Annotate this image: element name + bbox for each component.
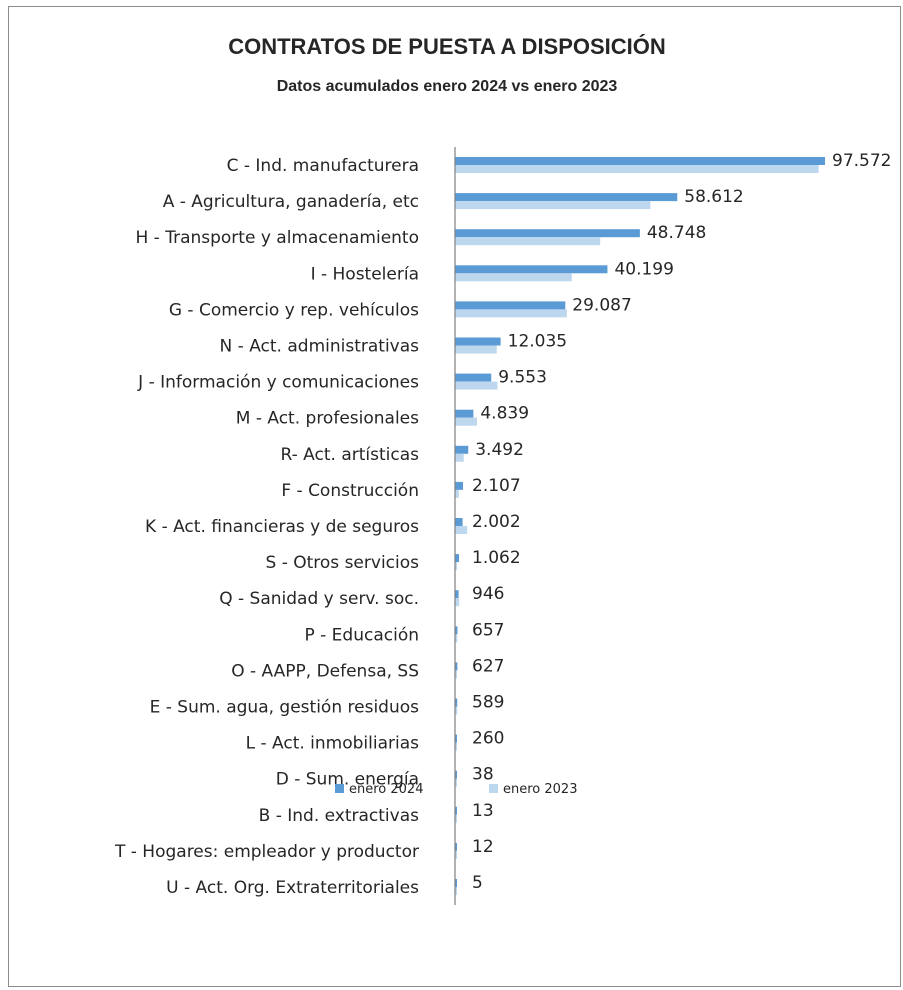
category-label: E - Sum. agua, gestión residuos xyxy=(150,698,420,718)
bar-enero-2023 xyxy=(455,273,572,282)
category-label: M - Act. profesionales xyxy=(236,409,419,429)
category-label: S - Otros servicios xyxy=(266,553,420,573)
category-label: I - Hostelería xyxy=(311,264,419,284)
bar-enero-2024 xyxy=(455,301,566,310)
data-label: 3.492 xyxy=(475,440,524,460)
bar-enero-2023 xyxy=(455,526,468,534)
data-label: 29.087 xyxy=(572,295,631,315)
category-label: Q - Sanidad y serv. soc. xyxy=(219,589,419,609)
legend-swatch-enero-2024 xyxy=(335,784,344,793)
bar-enero-2024 xyxy=(455,842,457,851)
bar-enero-2024 xyxy=(455,229,640,238)
bar-enero-2024 xyxy=(455,806,457,815)
bar-enero-2024 xyxy=(455,626,458,635)
category-label: B - Ind. extractivas xyxy=(259,806,419,826)
category-label: O - AAPP, Defensa, SS xyxy=(231,661,419,681)
bar-enero-2024 xyxy=(455,770,457,779)
data-label: 946 xyxy=(472,584,504,604)
legend-label-enero-2024: enero 2024 xyxy=(349,782,423,797)
bar-enero-2023 xyxy=(455,887,457,895)
bar-enero-2023 xyxy=(455,814,457,823)
data-label: 627 xyxy=(472,656,504,676)
category-label: A - Agricultura, ganadería, etc xyxy=(163,192,419,212)
bar-enero-2023 xyxy=(455,345,497,354)
data-label: 2.002 xyxy=(472,512,521,532)
data-label: 1.062 xyxy=(472,548,521,568)
bar-enero-2023 xyxy=(455,598,460,607)
data-label: 48.748 xyxy=(647,223,706,243)
bar-enero-2024 xyxy=(455,373,492,382)
data-label: 589 xyxy=(472,693,504,713)
bar-enero-2023 xyxy=(455,634,458,643)
legend-label-enero-2023: enero 2023 xyxy=(503,782,577,797)
category-label: N - Act. administrativas xyxy=(220,337,420,357)
category-label: K - Act. financieras y de seguros xyxy=(145,517,419,537)
category-label: J - Información y comunicaciones xyxy=(137,373,419,393)
bar-enero-2023 xyxy=(455,237,601,246)
category-label: C - Ind. manufacturera xyxy=(227,156,419,176)
data-label: 13 xyxy=(472,801,494,821)
bar-enero-2024 xyxy=(455,590,459,599)
bar-enero-2023 xyxy=(455,742,457,751)
bar-enero-2024 xyxy=(455,879,457,887)
bar-enero-2023 xyxy=(455,489,459,498)
data-label: 38 xyxy=(472,765,494,785)
bar-enero-2024 xyxy=(455,518,463,526)
bar-enero-2024 xyxy=(455,481,463,490)
bar-enero-2024 xyxy=(455,193,678,202)
data-label: 5 xyxy=(472,873,483,893)
data-label: 40.199 xyxy=(614,259,673,279)
data-label: 58.612 xyxy=(684,187,743,207)
bar-enero-2023 xyxy=(455,417,477,426)
bar-enero-2024 xyxy=(455,554,460,563)
bar-enero-2024 xyxy=(455,734,457,743)
category-label: R- Act. artísticas xyxy=(281,445,420,465)
bar-enero-2023 xyxy=(455,201,651,210)
legend: enero 2024 enero 2023 xyxy=(335,782,577,797)
category-label: G - Comercio y rep. vehículos xyxy=(169,300,419,320)
bar-enero-2023 xyxy=(455,381,498,390)
data-label: 4.839 xyxy=(480,404,529,424)
category-label: L - Act. inmobiliarias xyxy=(246,734,420,754)
category-label: U - Act. Org. Extraterritoriales xyxy=(166,878,419,898)
data-label: 97.572 xyxy=(832,151,891,171)
bar-enero-2024 xyxy=(455,662,458,671)
data-label: 260 xyxy=(472,729,504,749)
bar-enero-2023 xyxy=(455,165,819,173)
bar-enero-2023 xyxy=(455,670,457,679)
bar-chart: CONTRATOS DE PUESTA A DISPOSICIÓN Datos … xyxy=(114,34,891,905)
bars xyxy=(455,157,825,895)
bar-enero-2024 xyxy=(455,265,608,274)
chart-subtitle: Datos acumulados enero 2024 vs enero 202… xyxy=(277,78,618,95)
category-label: H - Transporte y almacenamiento xyxy=(135,228,419,248)
chart-title: CONTRATOS DE PUESTA A DISPOSICIÓN xyxy=(228,34,666,59)
bar-enero-2023 xyxy=(455,778,457,787)
bar-enero-2024 xyxy=(455,698,458,707)
chart-frame: CONTRATOS DE PUESTA A DISPOSICIÓN Datos … xyxy=(8,6,901,987)
bar-enero-2024 xyxy=(455,337,501,346)
bar-enero-2023 xyxy=(455,850,457,859)
data-label: 2.107 xyxy=(472,476,521,496)
bar-enero-2023 xyxy=(455,562,457,571)
category-label: D - Sum. energía xyxy=(276,770,419,790)
legend-swatch-enero-2023 xyxy=(489,784,498,793)
bar-enero-2023 xyxy=(455,453,464,462)
category-labels: C - Ind. manufacturera A - Agricultura, g… xyxy=(114,156,419,898)
bar-enero-2023 xyxy=(455,309,567,318)
data-label: 12.035 xyxy=(508,332,567,352)
bar-enero-2024 xyxy=(455,409,474,418)
bar-enero-2024 xyxy=(455,445,469,454)
category-label: P - Educación xyxy=(304,625,419,645)
data-label: 9.553 xyxy=(498,368,547,388)
bar-enero-2023 xyxy=(455,706,458,715)
data-label: 657 xyxy=(472,620,504,640)
category-label: F - Construcción xyxy=(281,481,419,501)
category-label: T - Hogares: empleador y productor xyxy=(114,842,419,862)
bar-enero-2024 xyxy=(455,157,825,165)
data-label: 12 xyxy=(472,837,494,857)
